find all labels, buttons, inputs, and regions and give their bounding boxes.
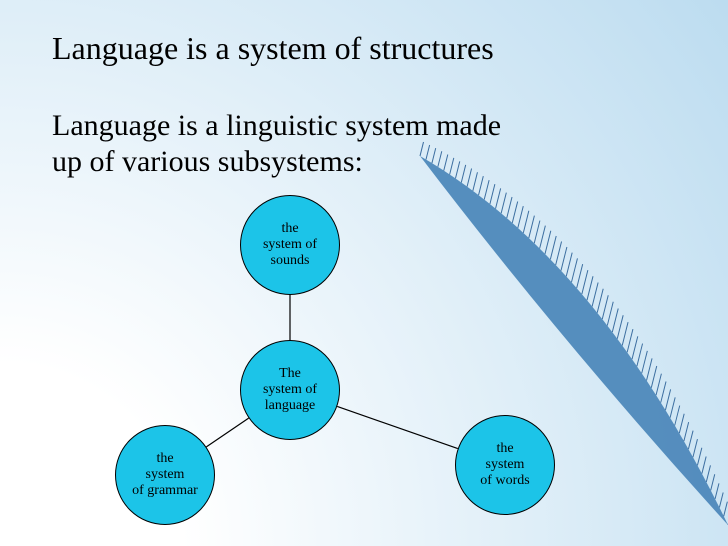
diagram-node-satellite-1: the system of grammar <box>115 425 215 525</box>
diagram-node-satellite-0: the system of sounds <box>240 195 340 295</box>
diagram-edges <box>0 0 728 546</box>
diagram-node-center: The system of language <box>240 340 340 440</box>
diagram-node-satellite-2: the system of words <box>455 415 555 515</box>
slide-subtitle: Language is a linguistic system made up … <box>52 108 501 180</box>
background-svg <box>0 0 728 546</box>
slide: Language is a system of structures Langu… <box>0 0 728 546</box>
slide-title: Language is a system of structures <box>52 30 494 67</box>
